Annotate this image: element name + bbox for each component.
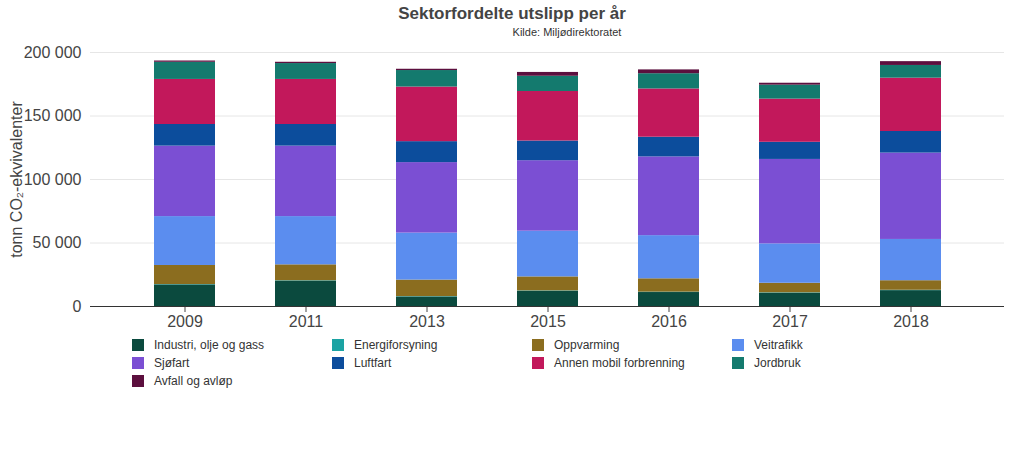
html-text:Kilde: Miljødirektoratet: Kilde: Miljødirektoratet	[512, 26, 622, 38]
svg-text:2011: 2011	[289, 313, 324, 330]
svg-text:2013: 2013	[409, 313, 445, 330]
svg-text:tonn CO₂-ekvivalenter: tonn CO₂-ekvivalenter	[8, 101, 25, 258]
svg-text:2009: 2009	[167, 313, 203, 330]
svg-text:2018: 2018	[893, 313, 929, 330]
svg-text:2016: 2016	[651, 313, 687, 330]
html-text:Luftfart: Luftfart	[354, 356, 392, 370]
html-text:Veitrafikk: Veitrafikk	[754, 338, 803, 352]
svg-text:100 000: 100 000	[24, 171, 82, 188]
svg-text:50 000: 50 000	[33, 234, 82, 251]
svg-text:200 000: 200 000	[24, 44, 82, 61]
html-text:Energiforsyning: Energiforsyning	[354, 338, 438, 352]
html-text:Avfall og avløp: Avfall og avløp	[154, 374, 233, 388]
html-text:Sjøfart: Sjøfart	[154, 356, 190, 370]
html-text:Annen mobil forbrenning: Annen mobil forbrenning	[554, 356, 685, 370]
svg-text:2015: 2015	[530, 313, 566, 330]
html-text:Jordbruk: Jordbruk	[754, 356, 801, 370]
svg-text:150 000: 150 000	[24, 107, 82, 124]
svg-text:0: 0	[73, 298, 82, 315]
html-text:Industri, olje og gass: Industri, olje og gass	[154, 338, 265, 352]
html-text:Sektorfordelte utslipp per år: Sektorfordelte utslipp per år	[398, 4, 626, 23]
html-text:Oppvarming: Oppvarming	[554, 338, 620, 352]
svg-text:2017: 2017	[772, 313, 808, 330]
